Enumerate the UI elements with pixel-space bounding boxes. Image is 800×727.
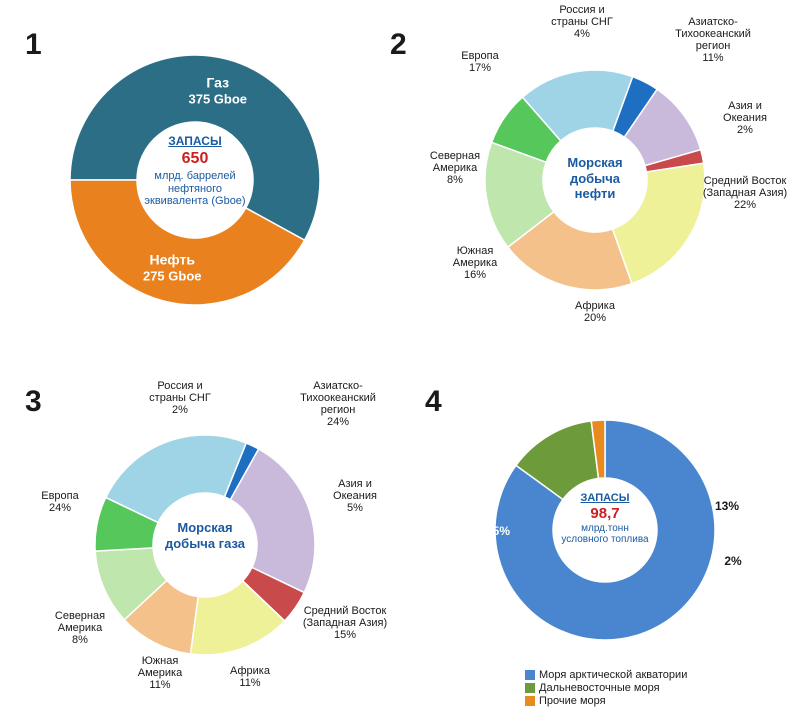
- donut-chart-4: [0, 0, 800, 727]
- legend-swatch: [525, 696, 535, 706]
- legend-item: Дальневосточные моря: [525, 682, 687, 694]
- legend-label: Прочие моря: [539, 695, 606, 707]
- legend-label: Дальневосточные моря: [539, 682, 660, 694]
- legend-item: Моря арктической акватории: [525, 669, 687, 681]
- legend-swatch: [525, 683, 535, 693]
- chart4-legend: Моря арктической акваторииДальневосточны…: [525, 668, 687, 708]
- legend-item: Прочие моря: [525, 695, 687, 707]
- legend-label: Моря арктической акватории: [539, 669, 687, 681]
- legend-swatch: [525, 670, 535, 680]
